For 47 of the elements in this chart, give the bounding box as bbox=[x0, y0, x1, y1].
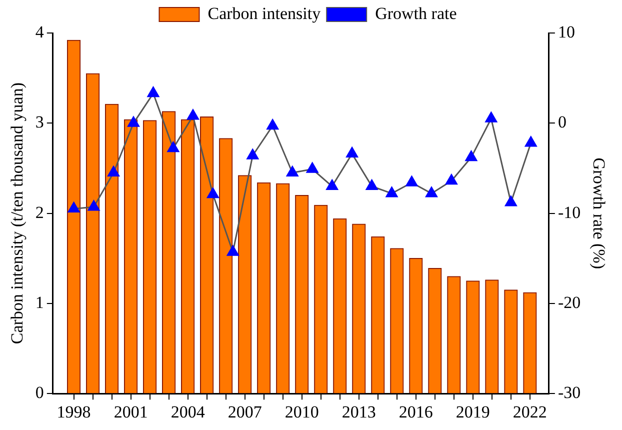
point bbox=[206, 188, 219, 198]
point bbox=[68, 202, 80, 213]
point bbox=[326, 180, 338, 190]
x-tick-label: 2007 bbox=[228, 402, 262, 422]
point bbox=[108, 166, 120, 176]
y2-axis-title: Growth rate (%) bbox=[589, 158, 608, 270]
point bbox=[88, 200, 100, 211]
x-tick-label: 2022 bbox=[512, 402, 547, 422]
x-tick-label: 1998 bbox=[56, 402, 91, 422]
y-axis-title: Carbon intensity (t/ten thousand yuan) bbox=[8, 82, 27, 344]
point bbox=[504, 196, 517, 206]
point bbox=[485, 112, 498, 122]
point bbox=[426, 186, 438, 198]
point bbox=[147, 86, 160, 98]
x-tick-label: 2016 bbox=[398, 402, 433, 422]
x-tick-label: 2010 bbox=[284, 402, 319, 422]
point bbox=[406, 176, 418, 186]
legend-label: Carbon intensity bbox=[208, 4, 322, 23]
y-tick-label: 3 bbox=[35, 112, 44, 132]
point bbox=[266, 119, 279, 130]
legend-label: Growth rate bbox=[375, 4, 457, 23]
x-tick-label: 2013 bbox=[342, 402, 376, 422]
point bbox=[524, 136, 537, 147]
x-tick-label: 2019 bbox=[456, 402, 490, 422]
y-tick-label: 2 bbox=[35, 202, 44, 222]
y2-tick-label: -10 bbox=[558, 202, 581, 222]
point bbox=[128, 116, 140, 127]
y2-tick-label: -20 bbox=[558, 292, 581, 312]
y-tick-label: 1 bbox=[35, 292, 44, 312]
point bbox=[226, 245, 239, 256]
point bbox=[346, 147, 358, 158]
y2-tick-label: -30 bbox=[558, 383, 581, 402]
point bbox=[246, 148, 259, 160]
point bbox=[445, 174, 458, 185]
point bbox=[167, 142, 180, 152]
x-tick-label: 2004 bbox=[170, 402, 206, 422]
point bbox=[386, 186, 398, 198]
y-tick-label: 4 bbox=[35, 22, 44, 42]
x-tick-label: 2001 bbox=[114, 402, 148, 422]
point bbox=[187, 109, 199, 120]
y2-tick-label: 10 bbox=[558, 22, 575, 42]
y-tick-label: 0 bbox=[35, 383, 44, 402]
point bbox=[286, 166, 298, 176]
y2-tick-label: 0 bbox=[558, 112, 566, 132]
point bbox=[306, 162, 318, 173]
point bbox=[366, 180, 378, 190]
point bbox=[465, 150, 478, 162]
